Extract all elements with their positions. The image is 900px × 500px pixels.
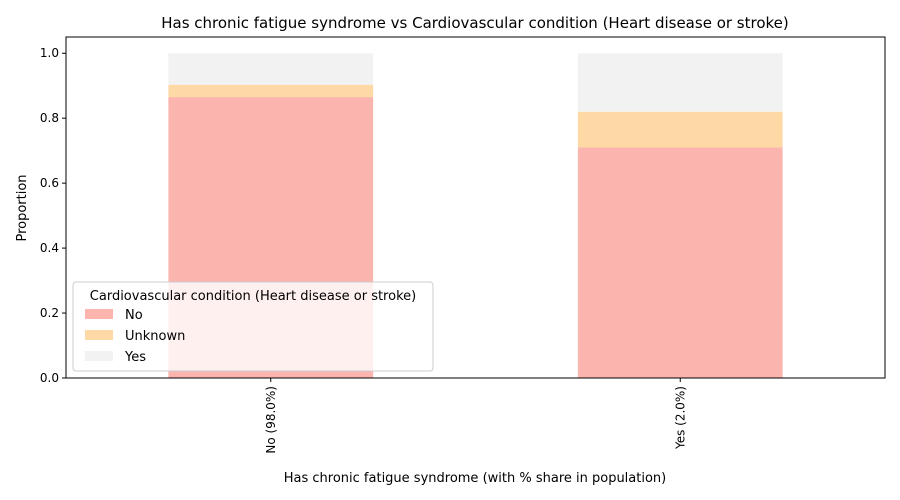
x-axis-label: Has chronic fatigue syndrome (with % sha… [284,471,666,486]
legend-title: Cardiovascular condition (Heart disease … [90,289,416,304]
legend-swatch-yes [85,351,113,361]
legend-frame [72,281,434,372]
plot-frame [65,36,886,379]
legend-label-yes: Yes [124,350,146,365]
bar-yes-no [577,147,783,378]
bar-yes-yes [577,53,783,112]
y-tick-label: 0.2 [40,306,59,320]
y-tick-label: 0.6 [40,176,59,190]
x-tick-label: No (98.0%) [264,386,278,454]
legend-label-no: No [125,308,143,323]
bars-group [168,53,783,378]
y-axis-label: Proportion [15,174,30,241]
legend-swatch-no [85,309,113,319]
bar-no-unknown [168,84,374,98]
y-tick-label: 0.0 [40,371,59,385]
y-tick-label: 0.8 [40,111,59,125]
legend-swatch-unknown [85,330,113,340]
x-tick-label: Yes (2.0%) [673,386,687,450]
legend-items: No Unknown Yes [85,308,185,365]
bar-no-yes [168,53,374,85]
y-axis: 0.0 0.2 0.4 0.6 0.8 1.0 [40,46,66,385]
x-axis: No (98.0%) Yes (2.0%) [264,378,687,454]
bar-yes-unknown [577,111,783,148]
y-tick-label: 0.4 [40,241,59,255]
legend: Cardiovascular condition (Heart disease … [72,281,434,372]
y-tick-label: 1.0 [40,46,59,60]
chart-title: Has chronic fatigue syndrome vs Cardiova… [161,14,789,32]
legend-label-unknown: Unknown [125,329,185,344]
